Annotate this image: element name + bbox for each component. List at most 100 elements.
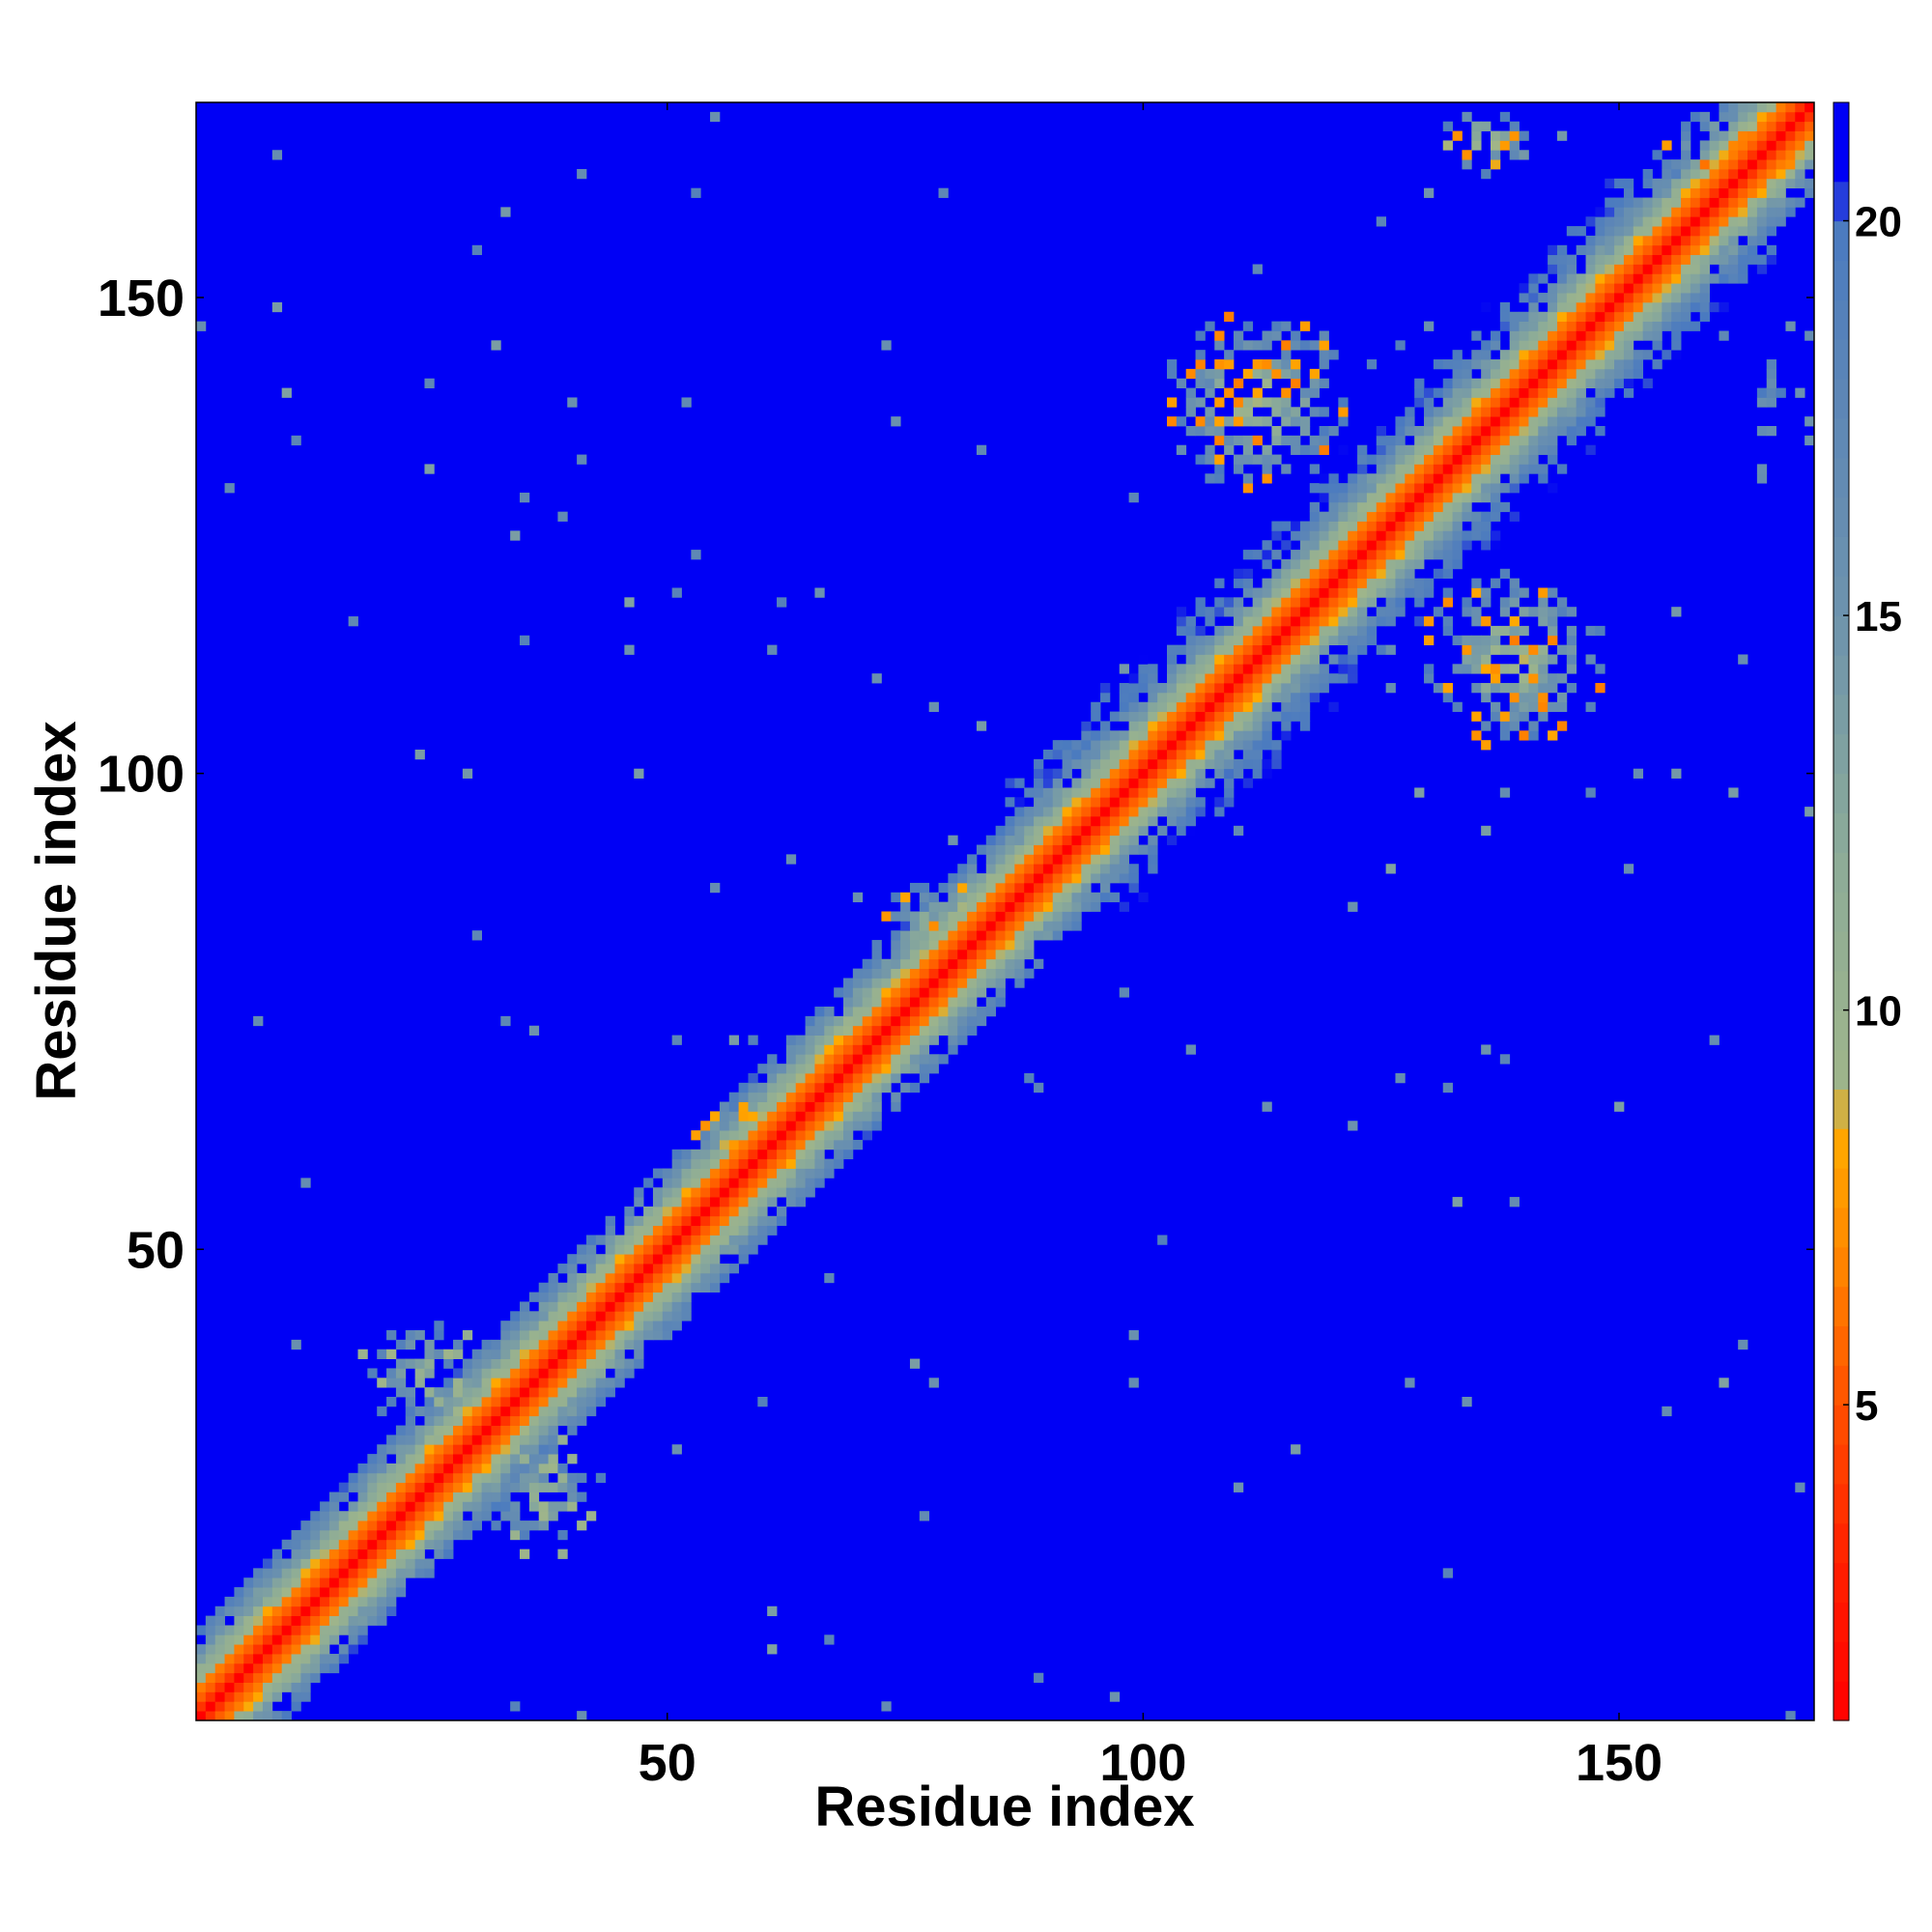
heatmap-cell — [1738, 264, 1748, 274]
heatmap-cell — [1338, 511, 1349, 522]
heatmap-cell — [1357, 521, 1368, 531]
heatmap-cell — [1681, 150, 1691, 160]
heatmap-cell — [748, 1130, 758, 1141]
heatmap-cell — [1205, 368, 1215, 380]
heatmap-cell — [957, 1015, 968, 1027]
heatmap-cell — [938, 930, 949, 941]
heatmap-cell — [291, 1548, 301, 1559]
heatmap-cell — [491, 1358, 501, 1369]
heatmap-cell — [1424, 416, 1435, 427]
heatmap-cell — [1024, 825, 1035, 837]
heatmap-cell — [1357, 568, 1368, 580]
heatmap-cell — [234, 1711, 244, 1721]
heatmap-cell — [671, 1206, 682, 1217]
heatmap-cell — [395, 1368, 407, 1378]
heatmap-cell — [1756, 235, 1768, 246]
heatmap-cell — [614, 1264, 625, 1274]
heatmap-cell — [196, 1711, 207, 1721]
heatmap-cell — [1357, 550, 1368, 560]
heatmap-cell — [1548, 321, 1558, 331]
heatmap-cell — [491, 1472, 501, 1484]
heatmap-cell — [1195, 644, 1206, 655]
heatmap-cell — [1014, 978, 1025, 988]
heatmap-cell — [605, 1330, 615, 1341]
heatmap-cell — [471, 1415, 482, 1426]
heatmap-cell — [1576, 321, 1586, 331]
heatmap-cell — [377, 1454, 387, 1464]
heatmap-cell — [1681, 273, 1691, 284]
heatmap-cell — [500, 1387, 511, 1398]
heatmap-cell — [1242, 750, 1254, 760]
heatmap-cell — [938, 1054, 949, 1065]
heatmap-cell — [1528, 416, 1539, 427]
heatmap-cell — [520, 1358, 530, 1369]
heatmap-cell — [1652, 216, 1662, 227]
heatmap-cell — [691, 1264, 701, 1274]
heatmap-cell — [1556, 359, 1568, 370]
heatmap-cell — [1738, 244, 1748, 256]
heatmap-cell — [719, 1206, 730, 1217]
heatmap-cell — [1128, 864, 1139, 874]
heatmap-cell — [548, 1415, 558, 1426]
heatmap-cell — [995, 997, 1006, 1008]
heatmap-cell — [1548, 264, 1558, 274]
heatmap-cell — [548, 1463, 558, 1474]
heatmap-cell — [1185, 740, 1196, 751]
heatmap-cell — [1357, 558, 1368, 570]
heatmap-cell — [1548, 301, 1558, 313]
heatmap-cell — [291, 435, 301, 446]
heatmap-cell — [1299, 616, 1311, 627]
heatmap-cell — [1319, 530, 1329, 541]
heatmap-cell — [1252, 750, 1263, 760]
heatmap-cell — [995, 835, 1006, 845]
heatmap-cell — [1481, 721, 1492, 731]
heatmap-cell — [1224, 673, 1235, 684]
heatmap-cell — [1452, 397, 1463, 408]
heatmap-cell — [528, 1025, 540, 1036]
heatmap-cell — [785, 1111, 797, 1122]
heatmap-cell — [405, 1406, 416, 1417]
heatmap-cell — [1224, 644, 1235, 655]
heatmap-cell — [767, 1101, 778, 1112]
heatmap-cell — [1271, 644, 1282, 655]
heatmap-cell — [1709, 187, 1719, 198]
heatmap-cell — [585, 1272, 597, 1284]
heatmap-cell — [567, 1397, 578, 1407]
heatmap-cell — [1804, 102, 1815, 113]
heatmap-cell — [281, 1568, 292, 1578]
heatmap-cell — [1671, 207, 1682, 217]
heatmap-cell — [1309, 464, 1321, 474]
heatmap-cell — [976, 721, 987, 731]
heatmap-cell — [557, 1501, 568, 1512]
heatmap-cell — [995, 987, 1006, 998]
heatmap-cell — [1681, 207, 1691, 217]
heatmap-cell — [1176, 797, 1187, 808]
heatmap-cell — [424, 1387, 435, 1398]
heatmap-cell — [1766, 187, 1776, 198]
heatmap-cell — [757, 1130, 768, 1141]
heatmap-cell — [814, 1111, 825, 1122]
heatmap-cell — [205, 1625, 216, 1635]
heatmap-cell — [1195, 597, 1206, 608]
heatmap-cell — [1157, 797, 1168, 808]
heatmap-cell — [1262, 397, 1272, 408]
heatmap-cell — [1299, 721, 1311, 731]
heatmap-cell — [538, 1511, 549, 1521]
heatmap-cell — [1242, 473, 1254, 484]
heatmap-cell — [1405, 511, 1415, 522]
heatmap-cell — [367, 1539, 378, 1550]
heatmap-cell — [548, 1368, 558, 1378]
heatmap-cell — [862, 1082, 872, 1094]
heatmap-cell — [1652, 197, 1662, 208]
heatmap-cell — [1357, 616, 1368, 627]
heatmap-cell — [710, 1139, 721, 1151]
heatmap-cell — [300, 1672, 311, 1683]
heatmap-cell — [967, 921, 978, 931]
heatmap-cell — [386, 1463, 397, 1474]
heatmap-cell — [481, 1454, 492, 1464]
heatmap-cell — [624, 1292, 635, 1302]
heatmap-cell — [253, 1644, 264, 1655]
heatmap-cell — [1233, 740, 1244, 751]
heatmap-cell — [1014, 797, 1025, 808]
heatmap-cell — [510, 1511, 521, 1521]
